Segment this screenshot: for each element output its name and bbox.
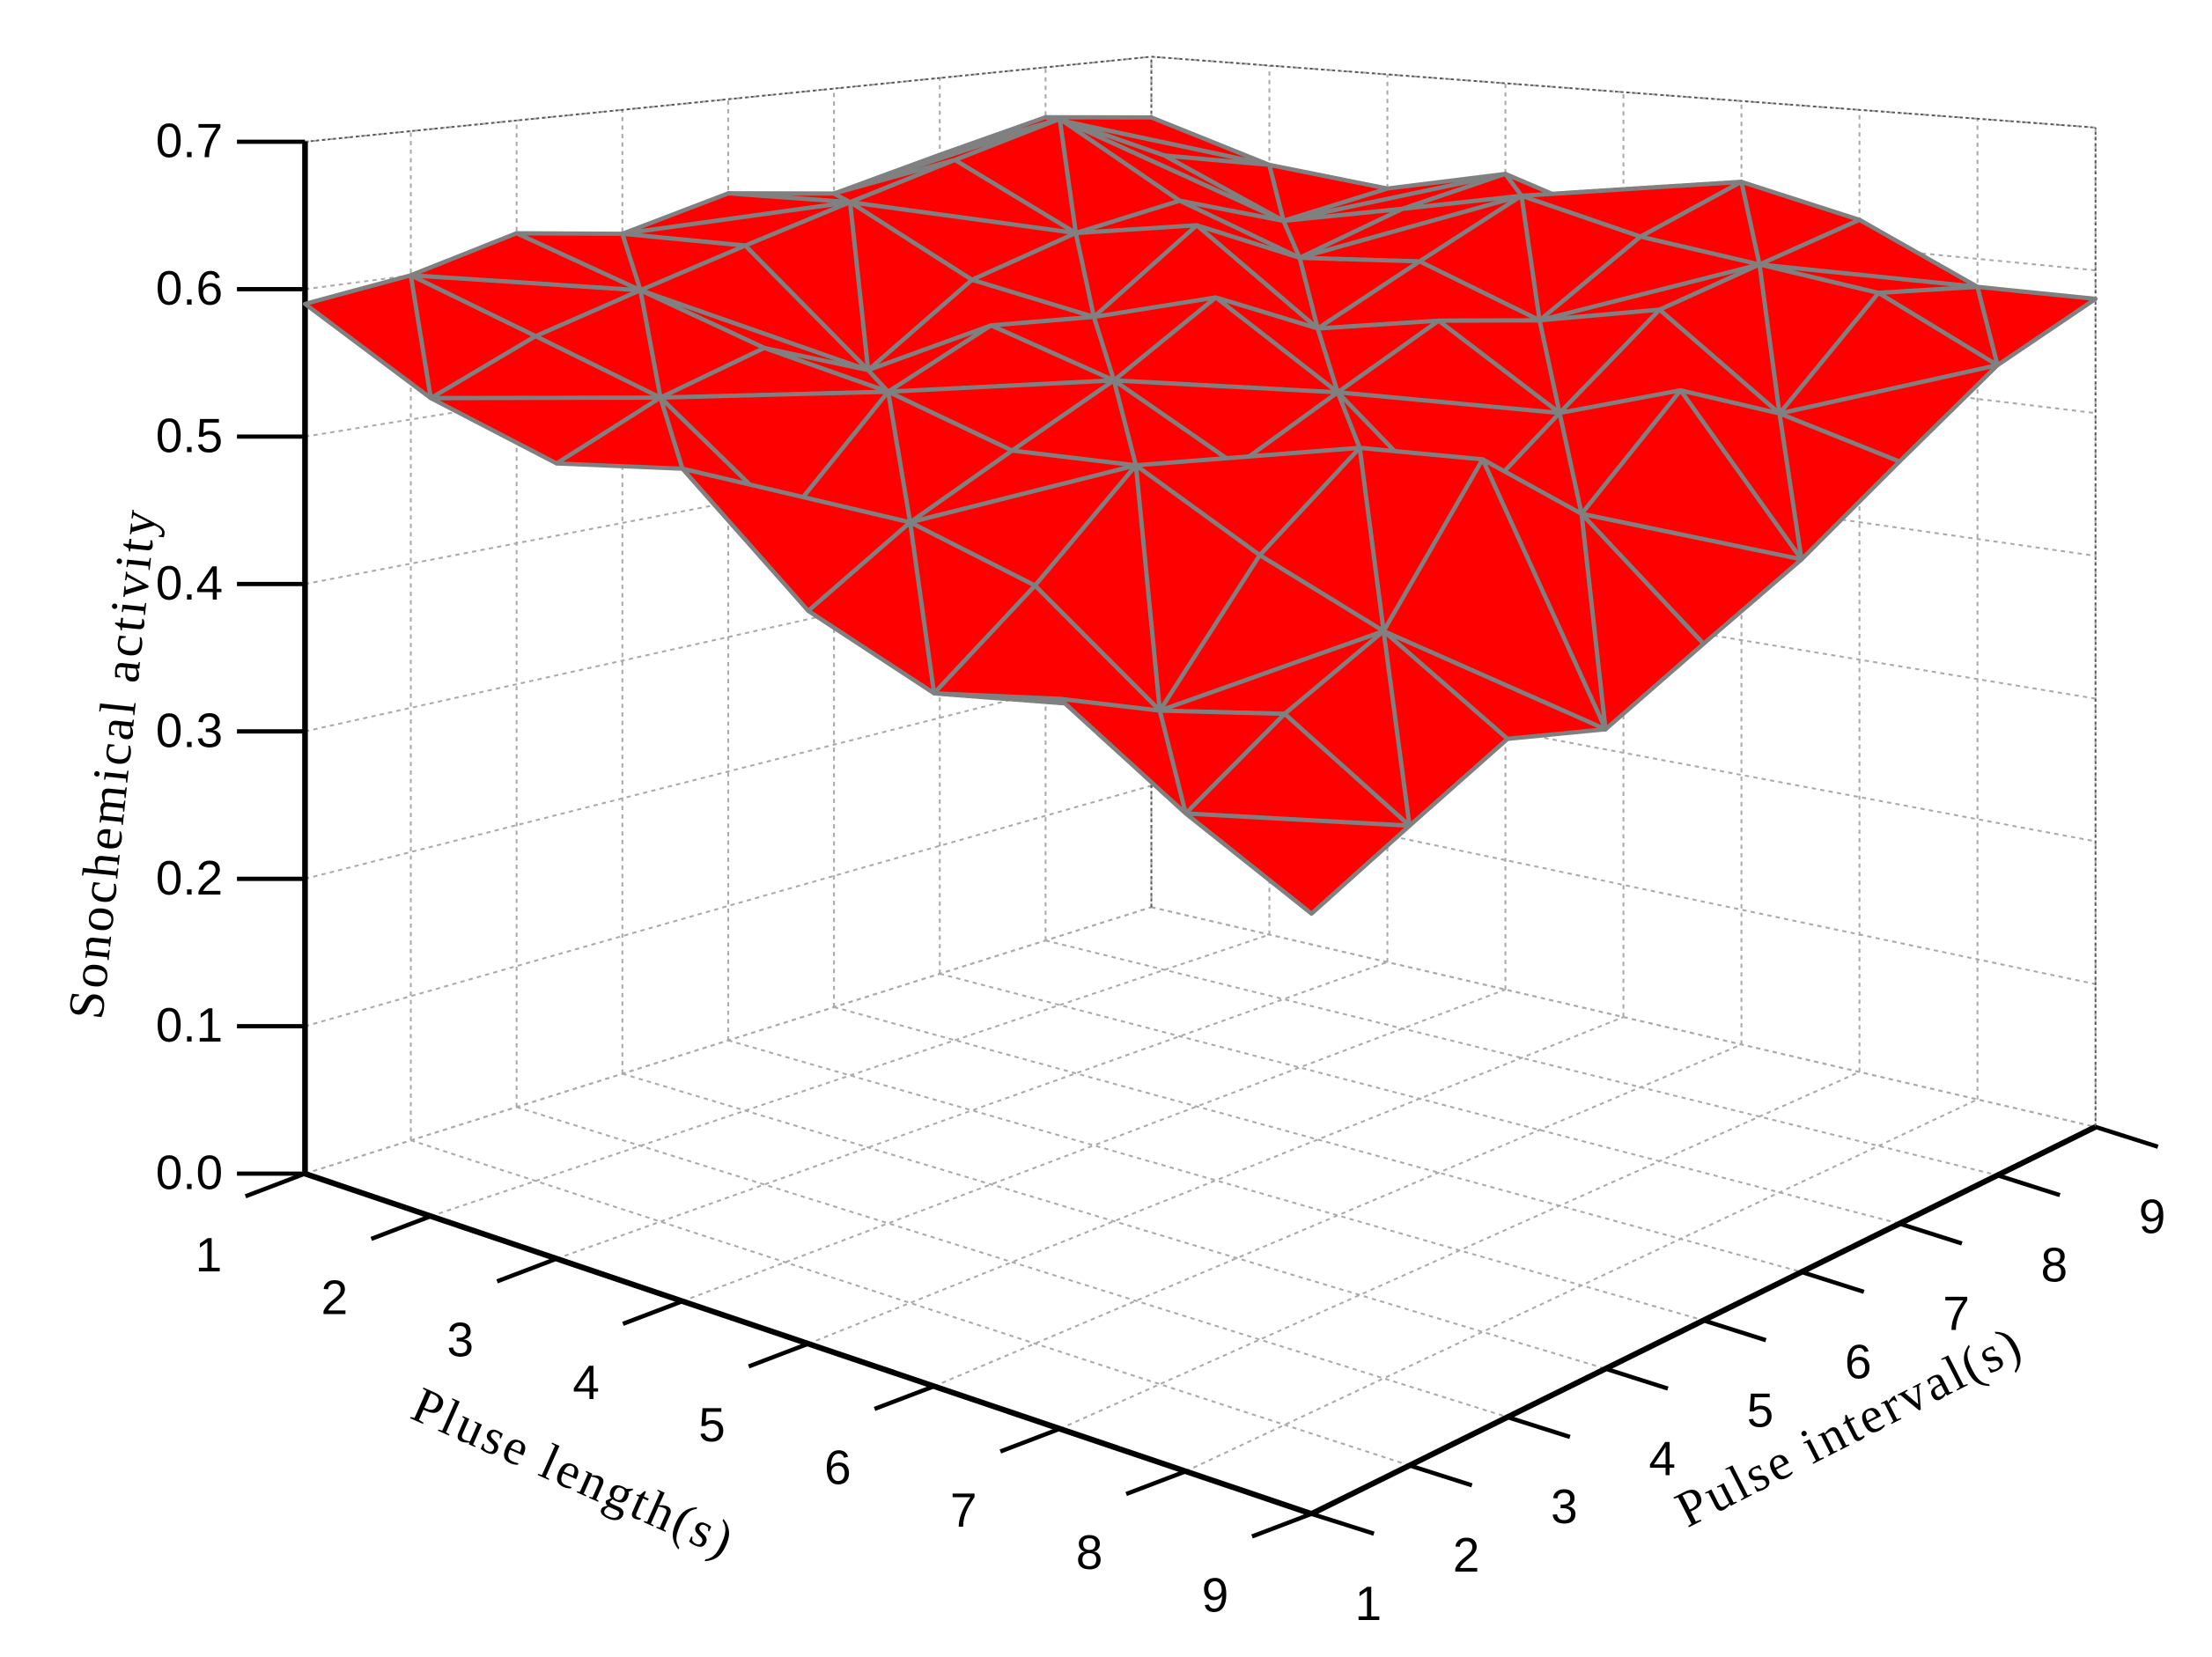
- z-tick-label: 0.0: [156, 1145, 223, 1200]
- z-tick-label: 0.5: [156, 409, 223, 463]
- grid-line: [682, 988, 1506, 1302]
- y-tick-label: 6: [1845, 1334, 1871, 1388]
- z-tick-label: 0.4: [156, 556, 223, 610]
- x-tick: [999, 1426, 1061, 1454]
- grid-line: [305, 663, 1152, 880]
- y-tick: [1507, 1415, 1571, 1440]
- x-tick: [370, 1214, 432, 1241]
- x-tick-label: 1: [195, 1227, 222, 1282]
- grid-line: [933, 1043, 1743, 1388]
- box-edge: [1151, 55, 2096, 129]
- x-tick-label: 3: [446, 1313, 473, 1367]
- z-axis-title: Sonochemical activity: [56, 504, 167, 1022]
- surface-facet: [1777, 411, 1902, 562]
- y-tick-label: 1: [1355, 1576, 1382, 1631]
- y-tick-label: 9: [2139, 1189, 2165, 1244]
- x-tick-label: 7: [950, 1483, 977, 1537]
- x-tick: [748, 1341, 809, 1369]
- surface-facet: [1381, 629, 1510, 828]
- y-tick: [1899, 1221, 1963, 1246]
- z-tick-label: 0.6: [156, 261, 223, 315]
- y-tick-label: 4: [1648, 1431, 1675, 1485]
- surface-facet: [1975, 284, 2098, 368]
- x-tick: [1125, 1469, 1187, 1497]
- z-tick-label: 0.3: [156, 703, 223, 757]
- z-tick-label: 0.7: [156, 114, 223, 168]
- y-tick: [2094, 1124, 2159, 1149]
- x-tick: [874, 1384, 935, 1411]
- y-tick-label: 7: [1943, 1285, 1969, 1340]
- grid-line: [727, 1039, 1704, 1322]
- y-tick-label: 3: [1551, 1479, 1577, 1534]
- z-tick-label: 0.1: [156, 998, 223, 1052]
- y-tick-label: 2: [1453, 1528, 1479, 1582]
- grid-line: [516, 1106, 1508, 1418]
- surface-facet: [1579, 512, 1706, 732]
- x-tick: [1250, 1512, 1313, 1539]
- y-tick-label: 5: [1747, 1382, 1773, 1437]
- x-tick: [244, 1171, 306, 1199]
- y-tick: [1702, 1318, 1767, 1343]
- box-edge: [305, 55, 1152, 143]
- grid-line: [1045, 939, 1998, 1176]
- grid-line: [939, 973, 1900, 1225]
- y-tick: [1801, 1270, 1865, 1294]
- y-tick: [1996, 1173, 2061, 1197]
- x-tick: [496, 1256, 558, 1284]
- x-tick: [622, 1299, 683, 1326]
- x-tick-label: 4: [572, 1355, 599, 1410]
- y-tick: [1604, 1366, 1669, 1391]
- y-tick: [1408, 1463, 1473, 1488]
- grid-line: [622, 1072, 1606, 1370]
- grid-line: [556, 961, 1388, 1260]
- x-tick-label: 5: [698, 1397, 725, 1452]
- x-tick-label: 9: [1202, 1567, 1228, 1622]
- x-tick-label: 6: [824, 1440, 851, 1495]
- grid-line: [833, 1005, 1803, 1273]
- grid-line: [807, 1016, 1625, 1345]
- y-tick: [1310, 1512, 1375, 1536]
- z-tick-label: 0.2: [156, 851, 223, 905]
- surface-facet: [1183, 811, 1412, 917]
- x-tick-label: 2: [321, 1270, 348, 1324]
- y-tick-label: 8: [2041, 1238, 2068, 1292]
- grid-line: [305, 784, 1152, 1027]
- x-tick-label: 8: [1076, 1525, 1102, 1580]
- grid-line: [410, 1139, 1411, 1467]
- grid-line: [430, 933, 1270, 1218]
